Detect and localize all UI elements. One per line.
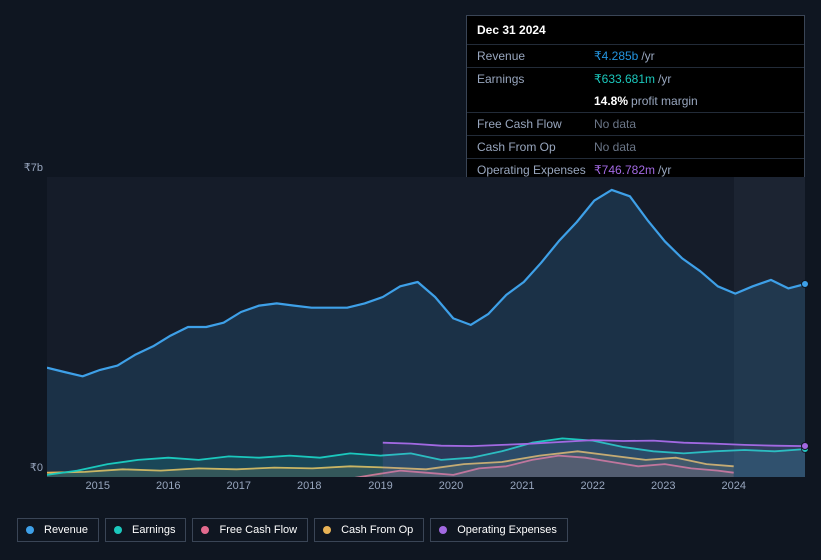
tooltip-metric-value: ₹4.285b/yr — [594, 49, 655, 63]
x-axis: 2015 2016 2017 2018 2019 2020 2021 2022 2023 2024 — [47, 480, 805, 500]
series-opex — [47, 177, 805, 477]
legend-swatch-icon — [201, 526, 209, 534]
tooltip-metric-value: ₹633.681m/yr — [594, 72, 671, 86]
series-end-dot — [801, 442, 809, 450]
tooltip-metric-label: Earnings — [477, 72, 594, 86]
financials-chart: ₹7b ₹0 201520162017201820192020202120222… — [17, 155, 805, 500]
tooltip-row: Earnings₹633.681m/yr — [467, 67, 804, 90]
tooltip-metric-label: Cash From Op — [477, 140, 594, 154]
tooltip-row: Free Cash FlowNo data — [467, 112, 804, 135]
x-tick: 2024 — [721, 480, 745, 492]
tooltip-metric-label: Revenue — [477, 49, 594, 63]
x-tick: 2023 — [651, 480, 675, 492]
legend-swatch-icon — [323, 526, 331, 534]
tooltip-margin-row: 14.8%profit margin — [467, 90, 804, 112]
legend-item[interactable]: Cash From Op — [314, 518, 424, 542]
legend-item[interactable]: Earnings — [105, 518, 186, 542]
tooltip-metric-label: Free Cash Flow — [477, 117, 594, 131]
x-tick: 2018 — [297, 480, 321, 492]
legend-item[interactable]: Free Cash Flow — [192, 518, 308, 542]
x-tick: 2021 — [510, 480, 534, 492]
legend-swatch-icon — [114, 526, 122, 534]
y-zero-label: ₹0 — [30, 461, 43, 474]
x-tick: 2016 — [156, 480, 180, 492]
legend-label: Earnings — [132, 524, 175, 536]
legend-label: Revenue — [44, 524, 88, 536]
x-tick: 2020 — [439, 480, 463, 492]
tooltip-date: Dec 31 2024 — [467, 16, 804, 44]
legend-swatch-icon — [26, 526, 34, 534]
legend-label: Free Cash Flow — [219, 524, 297, 536]
x-tick: 2015 — [86, 480, 110, 492]
x-tick: 2019 — [368, 480, 392, 492]
legend-label: Cash From Op — [341, 524, 413, 536]
plot-area[interactable] — [47, 177, 805, 477]
legend-item[interactable]: Revenue — [17, 518, 99, 542]
tooltip-metric-value: No data — [594, 117, 636, 131]
tooltip-metric-value: No data — [594, 140, 636, 154]
y-max-label: ₹7b — [24, 161, 43, 174]
x-tick: 2017 — [227, 480, 251, 492]
legend-swatch-icon — [439, 526, 447, 534]
chart-legend: Revenue Earnings Free Cash Flow Cash From O… — [17, 518, 568, 542]
x-tick: 2022 — [581, 480, 605, 492]
legend-label: Operating Expenses — [457, 524, 557, 536]
legend-item[interactable]: Operating Expenses — [430, 518, 568, 542]
tooltip-row: Revenue₹4.285b/yr — [467, 44, 804, 67]
